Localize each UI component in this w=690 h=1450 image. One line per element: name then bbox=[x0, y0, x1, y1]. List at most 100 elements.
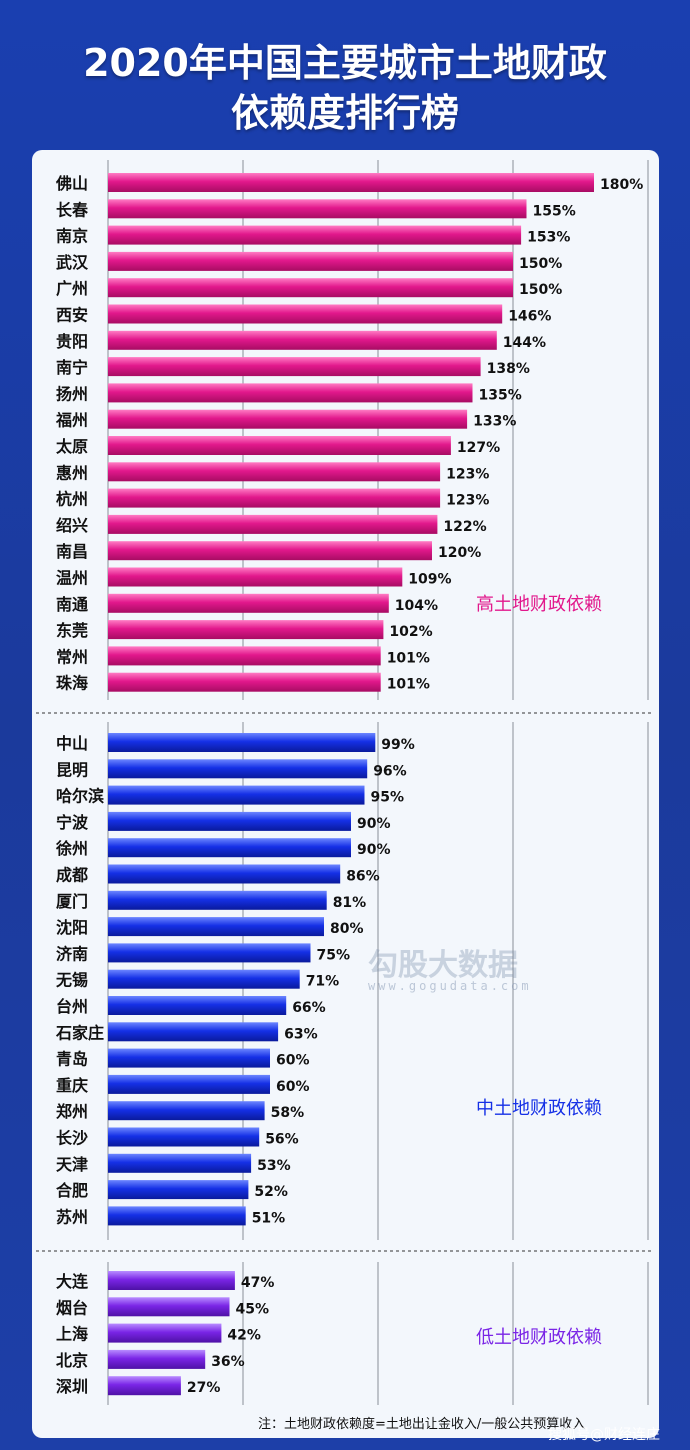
group-label: 低土地财政依赖 bbox=[476, 1327, 602, 1348]
bar bbox=[108, 917, 324, 937]
category-label: 南京 bbox=[56, 227, 88, 246]
category-label: 温州 bbox=[55, 569, 88, 588]
bar bbox=[108, 304, 503, 324]
bar bbox=[108, 864, 341, 884]
bar bbox=[108, 593, 389, 613]
bar bbox=[108, 225, 522, 245]
value-label: 109% bbox=[408, 572, 451, 588]
bar bbox=[108, 278, 513, 298]
value-label: 150% bbox=[519, 282, 562, 298]
bar bbox=[108, 1323, 222, 1343]
bar bbox=[108, 173, 594, 192]
bar bbox=[108, 251, 513, 271]
value-label: 120% bbox=[438, 545, 481, 561]
value-label: 60% bbox=[276, 1053, 310, 1069]
bars bbox=[108, 173, 594, 1396]
bar bbox=[108, 1271, 235, 1290]
category-label: 深圳 bbox=[56, 1377, 88, 1396]
value-label: 75% bbox=[317, 947, 351, 963]
category-label: 重庆 bbox=[56, 1076, 88, 1095]
category-label: 大连 bbox=[56, 1272, 89, 1291]
bar bbox=[108, 567, 403, 587]
category-label: 沈阳 bbox=[56, 918, 88, 937]
category-label: 济南 bbox=[56, 944, 88, 963]
category-label: 佛山 bbox=[55, 174, 88, 193]
category-label: 长春 bbox=[56, 200, 89, 219]
value-label: 138% bbox=[487, 361, 530, 377]
value-label: 90% bbox=[357, 842, 391, 858]
value-label: 95% bbox=[371, 790, 405, 806]
category-label: 东莞 bbox=[56, 621, 88, 640]
category-label: 合肥 bbox=[56, 1181, 88, 1200]
value-label: 51% bbox=[252, 1210, 286, 1226]
category-label: 武汉 bbox=[56, 253, 89, 272]
value-label: 122% bbox=[443, 519, 486, 535]
category-label: 郑州 bbox=[56, 1102, 88, 1121]
category-label: 常州 bbox=[56, 647, 88, 666]
group-label: 中土地财政依赖 bbox=[476, 1098, 602, 1119]
category-label: 南通 bbox=[56, 595, 88, 614]
value-label: 153% bbox=[527, 230, 570, 246]
bar bbox=[108, 436, 451, 455]
category-label: 厦门 bbox=[56, 892, 88, 911]
category-label: 青岛 bbox=[56, 1050, 88, 1069]
bar bbox=[108, 943, 311, 963]
category-label: 昆明 bbox=[56, 760, 88, 779]
bar bbox=[108, 1022, 279, 1042]
bar bbox=[108, 1127, 260, 1147]
value-label: 123% bbox=[446, 466, 489, 482]
value-label: 80% bbox=[330, 921, 364, 937]
value-label: 56% bbox=[265, 1132, 299, 1148]
bar bbox=[108, 969, 300, 989]
bar bbox=[108, 785, 365, 805]
value-label: 102% bbox=[389, 624, 432, 640]
source-credit: 搜狐号@财经连庄 bbox=[548, 1427, 660, 1443]
bar bbox=[108, 620, 384, 640]
bar bbox=[108, 1101, 265, 1121]
value-label: 180% bbox=[600, 177, 643, 193]
value-label: 101% bbox=[387, 677, 430, 693]
category-label: 烟台 bbox=[56, 1298, 88, 1317]
category-label: 哈尔滨 bbox=[56, 787, 104, 806]
value-label: 36% bbox=[211, 1354, 245, 1370]
value-label: 150% bbox=[519, 256, 562, 272]
value-label: 133% bbox=[473, 414, 516, 430]
category-label: 贵阳 bbox=[56, 332, 88, 351]
bar bbox=[108, 1206, 246, 1226]
value-label: 96% bbox=[373, 763, 407, 779]
bar bbox=[108, 733, 376, 752]
category-label: 绍兴 bbox=[56, 516, 88, 535]
category-label: 福州 bbox=[55, 411, 88, 430]
title-line-1: 2020年中国主要城市土地财政 bbox=[83, 41, 607, 85]
group-separators bbox=[36, 712, 654, 1252]
bar bbox=[108, 759, 368, 779]
value-label: 81% bbox=[333, 895, 367, 911]
value-label: 90% bbox=[357, 816, 391, 832]
category-label: 石家庄 bbox=[55, 1023, 104, 1042]
category-label: 珠海 bbox=[56, 674, 88, 693]
value-label: 101% bbox=[387, 650, 430, 666]
bar bbox=[108, 1349, 206, 1369]
value-label: 60% bbox=[276, 1079, 310, 1095]
bar bbox=[108, 488, 441, 508]
bar bbox=[108, 514, 438, 534]
category-label: 北京 bbox=[56, 1351, 88, 1370]
value-label: 71% bbox=[306, 974, 340, 990]
category-label: 中山 bbox=[56, 734, 88, 753]
bar bbox=[108, 838, 351, 858]
value-label: 42% bbox=[227, 1328, 261, 1344]
value-label: 47% bbox=[241, 1275, 275, 1291]
value-label: 144% bbox=[503, 335, 546, 351]
grid-lines bbox=[107, 160, 649, 1405]
bar bbox=[108, 541, 432, 561]
value-label: 66% bbox=[292, 1000, 326, 1016]
bar bbox=[108, 1376, 181, 1396]
watermark-url: www.gogudata.com bbox=[368, 979, 532, 993]
category-label: 上海 bbox=[56, 1325, 88, 1344]
bar bbox=[108, 1180, 249, 1200]
bar bbox=[108, 672, 381, 692]
bar bbox=[108, 357, 481, 377]
category-label: 台州 bbox=[56, 997, 88, 1016]
category-label: 成都 bbox=[56, 866, 88, 885]
